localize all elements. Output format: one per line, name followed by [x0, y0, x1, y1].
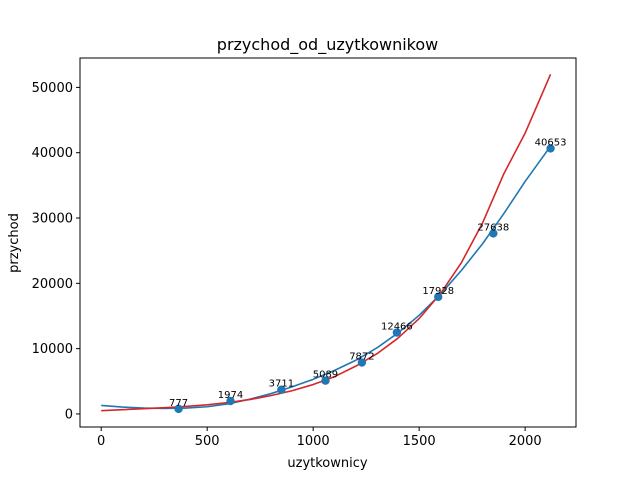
y-tick-label-4: 40000	[32, 146, 73, 161]
x-axis-label: uzytkownicy	[287, 456, 368, 471]
data-label-7: 27638	[477, 222, 509, 233]
x-tick-label-0: 0	[97, 434, 105, 449]
chart-title: przychod_od_uzytkownikow	[217, 35, 438, 55]
y-tick-label-2: 20000	[32, 277, 73, 292]
x-axis-ticks: 0 500 1000 1500 2000	[97, 427, 542, 449]
data-label-8: 40653	[535, 137, 567, 148]
series-layer	[101, 74, 552, 412]
data-point-1	[226, 396, 235, 406]
x-tick-label-4: 2000	[509, 434, 542, 449]
y-tick-label-5: 50000	[32, 81, 73, 96]
data-label-0: 777	[169, 398, 188, 409]
data-point-5	[392, 328, 402, 337]
x-tick-label-1: 500	[195, 434, 220, 449]
data-labels-layer: 777 1974 3711 5089 7872 12466 17928 27638 40653	[169, 137, 566, 408]
data-point-8	[546, 144, 555, 153]
points-layer	[174, 144, 555, 414]
y-tick-label-0: 0	[65, 407, 73, 422]
data-label-1: 1974	[218, 390, 243, 401]
y-axis-ticks: 0 10000 20000 30000 40000 50000	[32, 81, 80, 422]
data-point-7	[489, 229, 498, 238]
data-point-4	[357, 358, 367, 367]
data-point-6	[434, 292, 443, 302]
data-label-4: 7872	[349, 352, 374, 363]
plot-area: 777 1974 3711 5089 7872 12466 17928 27638 40653	[79, 57, 577, 428]
data-label-3: 5089	[313, 370, 338, 381]
data-label-5: 12466	[381, 322, 413, 333]
data-point-3	[321, 376, 330, 385]
data-point-2	[277, 385, 286, 394]
y-axis-label: przychod	[7, 213, 22, 273]
data-point-0	[174, 404, 183, 414]
plot-frame	[79, 57, 577, 428]
data-label-2: 3711	[269, 379, 294, 390]
y-tick-label-3: 30000	[32, 212, 73, 227]
x-tick-label-3: 1500	[403, 434, 436, 449]
y-tick-label-1: 10000	[32, 342, 73, 357]
x-tick-label-2: 1000	[297, 434, 330, 449]
data-label-6: 17928	[422, 286, 454, 297]
